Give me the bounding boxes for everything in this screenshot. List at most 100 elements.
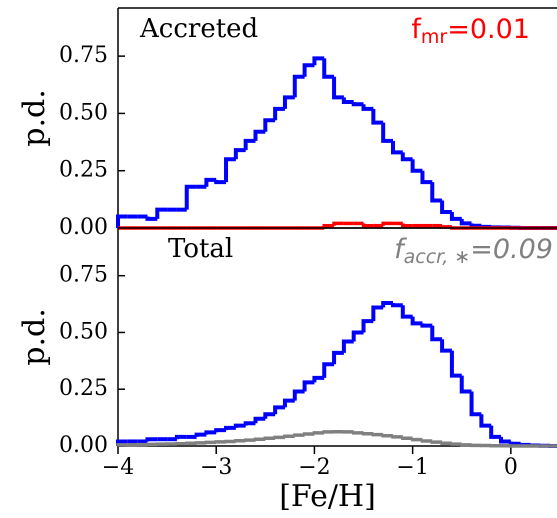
- histogram-step: [420, 170, 433, 185]
- histogram-step: [381, 221, 393, 226]
- histogram-step: [410, 437, 423, 442]
- histogram-step: [184, 184, 197, 210]
- fraction-symbol: f: [411, 14, 422, 45]
- x-tick-label: 0: [504, 455, 518, 480]
- histogram-step: [204, 177, 217, 187]
- y-tick-label: 0.00: [59, 215, 108, 240]
- histogram-step: [263, 436, 276, 441]
- histogram-step: [214, 179, 227, 185]
- histogram-step: [332, 350, 344, 365]
- histogram-step: [381, 434, 393, 438]
- y-tick-label: 0.75: [59, 43, 108, 68]
- histogram-step: [390, 140, 403, 155]
- histogram-step: [282, 95, 295, 109]
- fraction-value: =0.09: [470, 234, 553, 265]
- histogram-step: [302, 63, 315, 77]
- histogram-step: [322, 223, 335, 228]
- histogram-step: [390, 302, 403, 308]
- y-tick-label: 0.00: [59, 433, 108, 458]
- histogram-step: [263, 118, 276, 132]
- histogram-step: [440, 339, 452, 353]
- y-axis-label: p.d.: [17, 89, 52, 146]
- histogram-step: [430, 440, 443, 444]
- histogram-step: [322, 362, 335, 378]
- histogram-step: [233, 148, 246, 160]
- x-tick-label: −3: [200, 455, 232, 480]
- histogram-step: [253, 129, 266, 141]
- histogram-step: [194, 432, 207, 437]
- histogram-step: [174, 434, 187, 440]
- histogram-step: [440, 200, 452, 214]
- annotation: Accreted: [139, 14, 258, 44]
- panel: 0.00 0.25 0.50 0.75 p.d. Accreted fmr=0.01: [17, 7, 557, 240]
- histogram-step: [450, 442, 462, 446]
- histogram-step: [341, 97, 354, 104]
- panel: 0.00 0.25 0.50 0.75 −4 −3 −2 −1 0 p.d. [Fe/H] Total…: [17, 227, 557, 514]
- histogram-step: [204, 430, 217, 435]
- histogram-step: [322, 430, 335, 434]
- histogram-step: [371, 305, 384, 322]
- x-tick-label: −2: [298, 455, 330, 480]
- histogram-step: [155, 207, 168, 219]
- histogram-step: [430, 182, 443, 203]
- histogram-step: [440, 225, 452, 229]
- histogram-step: [401, 223, 413, 228]
- histogram-step: [440, 441, 452, 446]
- histogram-step: [469, 391, 482, 417]
- histogram-step: [116, 214, 128, 228]
- histogram-step: [234, 439, 246, 443]
- histogram-step: [371, 432, 384, 437]
- histogram-step: [243, 138, 256, 151]
- histogram-step: [292, 74, 305, 98]
- histogram-step: [469, 223, 482, 228]
- histogram-step: [400, 152, 413, 162]
- histogram-step: [381, 300, 393, 308]
- histogram-step: [312, 431, 325, 435]
- histogram-step: [322, 58, 335, 79]
- histogram-step: [292, 389, 305, 401]
- histogram-step: [410, 159, 423, 173]
- y-axis-label: p.d.: [17, 308, 52, 365]
- histogram-step: [282, 398, 295, 408]
- histogram-step: [283, 434, 295, 438]
- x-axis-label: [Fe/H]: [279, 479, 376, 514]
- histogram-step: [361, 223, 374, 228]
- histogram-step: [351, 431, 364, 435]
- x-tick-label: −1: [396, 455, 428, 480]
- histogram-step: [302, 432, 315, 436]
- histogram-step: [293, 433, 305, 437]
- histogram-step: [459, 218, 472, 226]
- histogram-step: [449, 211, 462, 221]
- histogram-step: [253, 437, 266, 441]
- histogram-step: [243, 421, 256, 426]
- histogram-step: [361, 431, 374, 436]
- histogram-step: [449, 350, 462, 378]
- histogram-step: [273, 405, 285, 415]
- histogram-step: [214, 428, 227, 433]
- x-tick-label: −4: [102, 455, 134, 480]
- histogram-step: [273, 435, 285, 440]
- histogram-step: [489, 425, 502, 439]
- histogram-step: [430, 325, 443, 342]
- histogram-step: [253, 416, 266, 424]
- histogram-step: [479, 414, 492, 428]
- fraction-subscript: mr: [421, 26, 448, 48]
- histogram-step: [381, 122, 393, 143]
- histogram-step: [420, 439, 433, 443]
- fraction-subscript: accr, ∗: [404, 246, 471, 268]
- histogram-step: [145, 437, 158, 442]
- histogram-step: [410, 316, 423, 326]
- histogram-step: [116, 443, 128, 447]
- histogram-step: [233, 423, 246, 428]
- histogram-step: [401, 436, 413, 441]
- fraction-label: fmr=0.01: [411, 14, 530, 48]
- histogram-step: [420, 323, 433, 328]
- histogram-step: [508, 441, 521, 446]
- y-tick-label: 0.75: [59, 263, 108, 288]
- y-tick-label: 0.25: [59, 376, 108, 401]
- histogram-step: [361, 104, 374, 111]
- histogram-step: [459, 443, 472, 447]
- histogram-step: [312, 375, 325, 383]
- histogram-step: [351, 101, 364, 107]
